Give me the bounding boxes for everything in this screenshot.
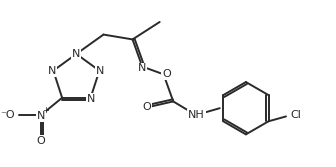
Text: N: N <box>37 111 45 121</box>
Text: O: O <box>143 102 152 112</box>
Text: N: N <box>96 66 104 76</box>
Text: N: N <box>48 66 56 76</box>
Text: O: O <box>162 69 171 79</box>
Text: ⁻O: ⁻O <box>0 110 15 120</box>
Text: N: N <box>138 63 146 73</box>
Text: O: O <box>36 136 45 146</box>
Text: N: N <box>72 49 81 59</box>
Text: N: N <box>87 94 96 104</box>
Text: NH: NH <box>188 110 205 120</box>
Text: +: + <box>42 106 49 115</box>
Text: Cl: Cl <box>291 111 302 120</box>
